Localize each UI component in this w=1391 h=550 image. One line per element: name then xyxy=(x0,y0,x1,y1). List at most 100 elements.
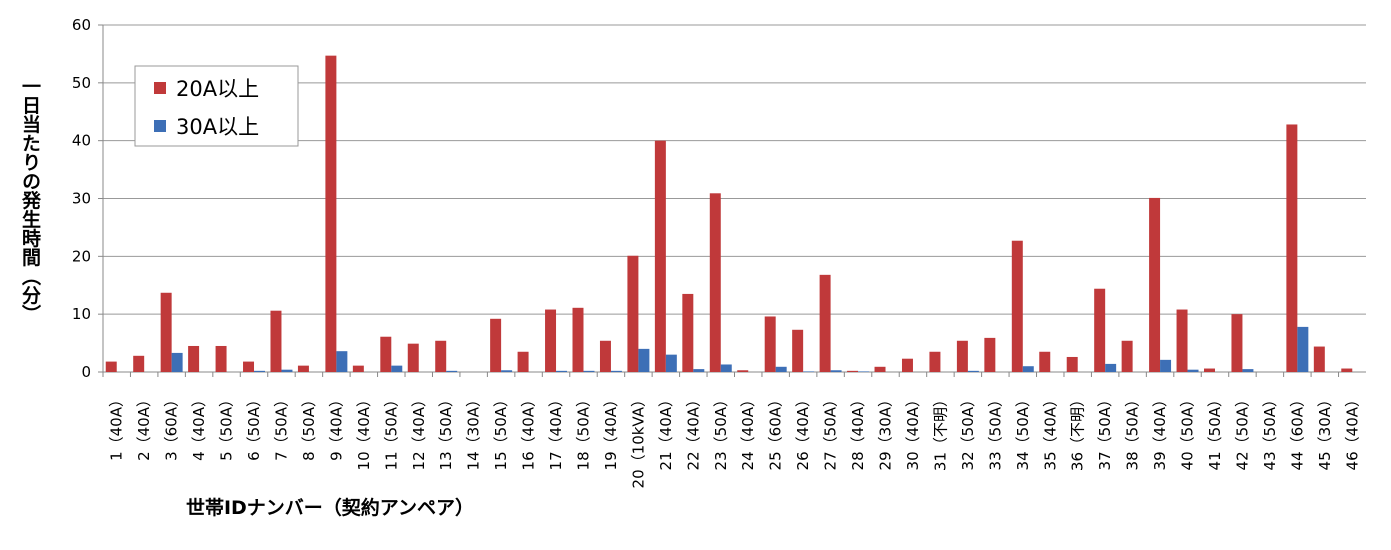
bar xyxy=(709,193,721,372)
y-tick-label: 10 xyxy=(72,305,91,323)
bar xyxy=(254,370,265,372)
bar xyxy=(792,329,804,372)
bar xyxy=(1297,326,1309,372)
x-tick-label: 15（50A） xyxy=(492,392,510,470)
x-tick-label: 29（30A） xyxy=(877,392,895,470)
bar xyxy=(901,358,913,372)
x-tick-label: 41（50A） xyxy=(1206,392,1224,470)
bar xyxy=(391,365,403,372)
y-tick-label: 20 xyxy=(72,247,91,265)
x-tick-label: 22（40A） xyxy=(684,392,702,470)
bar xyxy=(325,55,337,372)
x-tick-label: 1（40A） xyxy=(108,392,126,461)
legend-box xyxy=(134,65,299,147)
legend-swatch xyxy=(154,82,166,94)
bar xyxy=(171,352,183,372)
bar xyxy=(1242,369,1254,372)
x-tick-label: 5（50A） xyxy=(218,392,236,461)
x-tick-label: 17（40A） xyxy=(547,392,565,470)
x-tick-label: 19（40A） xyxy=(602,392,620,470)
bar xyxy=(874,366,886,372)
bar xyxy=(627,255,639,372)
y-tick-label: 40 xyxy=(72,132,91,150)
bar xyxy=(352,365,364,372)
x-tick-label: 40（50A） xyxy=(1179,392,1197,470)
x-tick-label: 20（10kVA） xyxy=(629,392,647,488)
x-tick-label: 45（30A） xyxy=(1316,392,1334,470)
bar xyxy=(1022,366,1034,372)
x-tick-label: 2（40A） xyxy=(135,392,153,461)
bar xyxy=(929,351,941,372)
legend-label: 30A以上 xyxy=(176,115,259,139)
bar xyxy=(967,370,979,372)
bar xyxy=(1313,346,1325,372)
bar xyxy=(847,370,859,372)
bar xyxy=(517,351,529,372)
x-tick-label: 35（40A） xyxy=(1041,392,1059,470)
x-tick-label: 34（50A） xyxy=(1014,392,1032,470)
x-tick-label: 6（50A） xyxy=(245,392,263,461)
x-tick-label: 25（60A） xyxy=(767,392,785,470)
x-tick-label: 27（50A） xyxy=(822,392,840,470)
bar xyxy=(297,365,309,372)
x-tick-label: 16（40A） xyxy=(520,392,538,470)
x-tick-label: 39（40A） xyxy=(1151,392,1169,470)
bar xyxy=(490,318,502,372)
bar xyxy=(654,140,666,372)
x-tick-label: 30（40A） xyxy=(904,392,922,470)
x-tick-label: 31（不明） xyxy=(931,392,949,471)
x-tick-label: 9（40A） xyxy=(327,392,345,461)
bar xyxy=(1176,309,1188,372)
bar xyxy=(1231,314,1243,372)
x-tick-label: 10（40A） xyxy=(355,392,373,470)
x-tick-label: 4（40A） xyxy=(190,392,208,461)
bar xyxy=(281,369,293,372)
bar xyxy=(572,307,584,372)
x-tick-label: 42（50A） xyxy=(1233,392,1251,470)
bar xyxy=(545,309,557,372)
x-tick-label: 36（不明） xyxy=(1069,392,1087,471)
x-tick-label: 12（40A） xyxy=(410,392,428,470)
x-axis-title: 世帯IDナンバー（契約アンペア） xyxy=(186,496,474,519)
bar xyxy=(501,370,513,372)
bar xyxy=(215,345,227,372)
bar xyxy=(803,371,815,372)
bar xyxy=(720,364,732,372)
x-tick-label: 23（50A） xyxy=(712,392,730,470)
bar xyxy=(407,343,419,372)
x-tick-label: 21（40A） xyxy=(657,392,675,470)
bar xyxy=(638,348,650,372)
bar xyxy=(682,293,694,372)
bar xyxy=(1286,124,1298,373)
x-tick-label: 46（40A） xyxy=(1343,392,1361,470)
bar xyxy=(188,345,200,372)
y-tick-label: 0 xyxy=(81,363,91,381)
x-tick-label: 28（40A） xyxy=(849,392,867,470)
x-tick-label: 37（50A） xyxy=(1096,392,1114,470)
x-tick-label: 24（40A） xyxy=(739,392,757,470)
x-tick-label: 7（50A） xyxy=(272,392,290,461)
bar xyxy=(830,370,842,372)
x-tick-label: 14（30A） xyxy=(465,392,483,470)
bar xyxy=(380,336,392,372)
y-tick-label: 50 xyxy=(72,74,91,92)
x-tick-label: 13（50A） xyxy=(437,392,455,470)
x-tick-label: 3（60A） xyxy=(163,392,181,461)
x-tick-label: 18（50A） xyxy=(574,392,592,470)
legend-swatch xyxy=(154,120,166,132)
bar xyxy=(160,292,172,372)
bar xyxy=(858,371,870,372)
bar xyxy=(764,316,776,372)
bar xyxy=(775,366,787,372)
bar xyxy=(1094,288,1106,372)
bar xyxy=(556,370,568,372)
bar xyxy=(1160,359,1172,372)
y-axis-title: 一日当たりの発生時間（分） xyxy=(19,77,42,324)
bar xyxy=(336,351,348,372)
legend-label: 20A以上 xyxy=(176,77,259,101)
bar xyxy=(1011,240,1023,372)
bar xyxy=(956,340,968,372)
bar xyxy=(583,370,595,372)
bar xyxy=(105,361,117,372)
